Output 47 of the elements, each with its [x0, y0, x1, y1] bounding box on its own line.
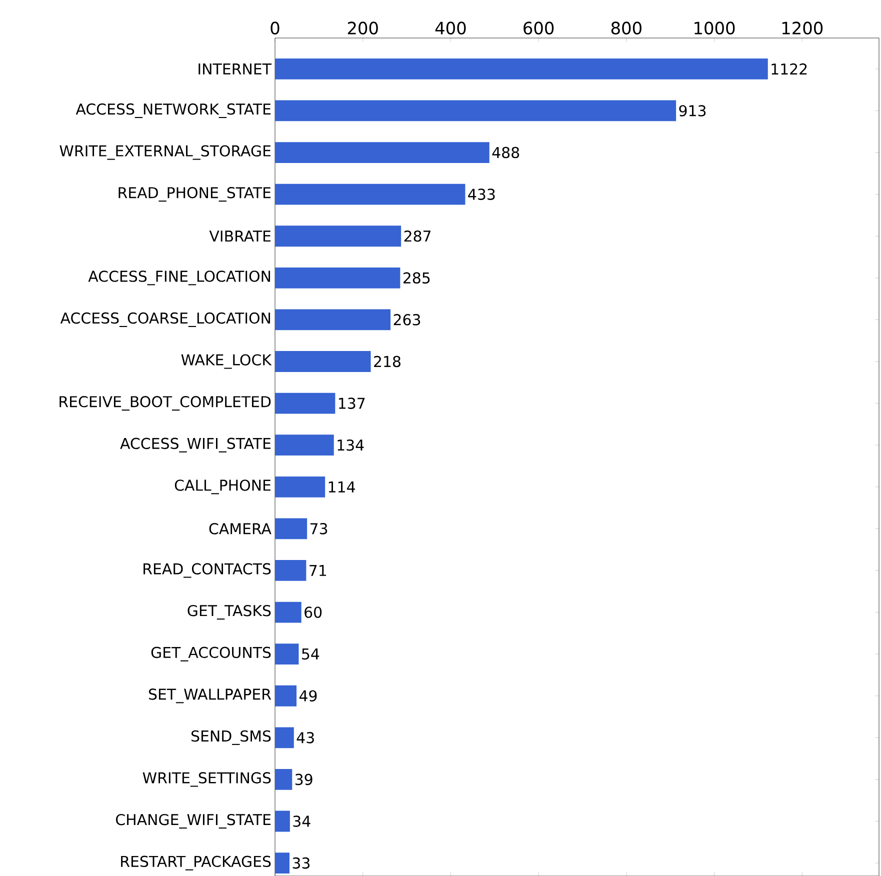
data-label: 73: [310, 523, 328, 534]
data-label: 285: [403, 272, 430, 284]
data-label: 218: [374, 356, 400, 368]
y-tick-label: ACCESS_FINE_LOCATION: [88, 270, 270, 286]
y-tick-label: ACCESS_COARSE_LOCATION: [60, 312, 270, 328]
y-tick-label: WAKE_LOCK: [181, 354, 272, 369]
data-label: 134: [338, 439, 364, 451]
data-label: 54: [302, 648, 320, 660]
x-tick-label: 600: [524, 22, 554, 34]
y-tick-label: VIBRATE: [209, 230, 271, 242]
x-tick-label: 400: [435, 22, 466, 34]
x-tick-label: 0: [270, 22, 280, 34]
y-tick-label: GET_TASKS: [188, 604, 271, 620]
y-tick-label: CHANGE_WIFI_STATE: [116, 814, 271, 829]
data-label: 43: [296, 732, 314, 744]
y-tick-label: INTERNET: [198, 63, 272, 74]
x-tick-label: 1200: [782, 22, 823, 34]
data-label: 1122: [772, 63, 807, 74]
data-label: 71: [310, 565, 326, 576]
data-label: 488: [492, 146, 520, 158]
y-tick-label: WRITE_SETTINGS: [142, 772, 271, 787]
y-tick-label: ACCESS_NETWORK_STATE: [76, 103, 271, 118]
y-tick-label: WRITE_EXTERNAL_STORAGE: [60, 145, 271, 160]
x-tick-label: 1000: [694, 22, 735, 34]
y-tick-label: SET_WALLPAPER: [148, 688, 272, 704]
y-tick-label: SEND_SMS: [192, 730, 271, 745]
y-tick-label: GET_ACCOUNTS: [151, 646, 271, 662]
x-tick-label: 800: [611, 22, 642, 34]
y-tick-label: RESTART_PACKAGES: [121, 856, 271, 870]
data-label: 287: [404, 230, 431, 242]
data-label: 263: [394, 314, 420, 326]
data-label: 34: [293, 816, 310, 827]
y-tick-label: CAMERA: [209, 523, 272, 534]
data-label: 39: [295, 774, 312, 786]
x-tick-label: 200: [348, 22, 378, 34]
data-label: 913: [679, 105, 706, 116]
data-label: 137: [339, 398, 365, 409]
data-label: 114: [328, 481, 355, 492]
data-label: 49: [299, 690, 317, 702]
y-tick-label: ACCESS_WIFI_STATE: [120, 438, 271, 452]
y-tick-label: READ_CONTACTS: [144, 563, 271, 578]
y-tick-label: RECEIVE_BOOT_COMPLETED: [60, 396, 271, 411]
data-label: 433: [468, 188, 495, 200]
y-tick-label: CALL_PHONE: [174, 480, 271, 494]
y-tick-label: READ_PHONE_STATE: [118, 187, 271, 202]
data-label: 60: [304, 606, 322, 618]
data-label: 33: [292, 857, 310, 869]
